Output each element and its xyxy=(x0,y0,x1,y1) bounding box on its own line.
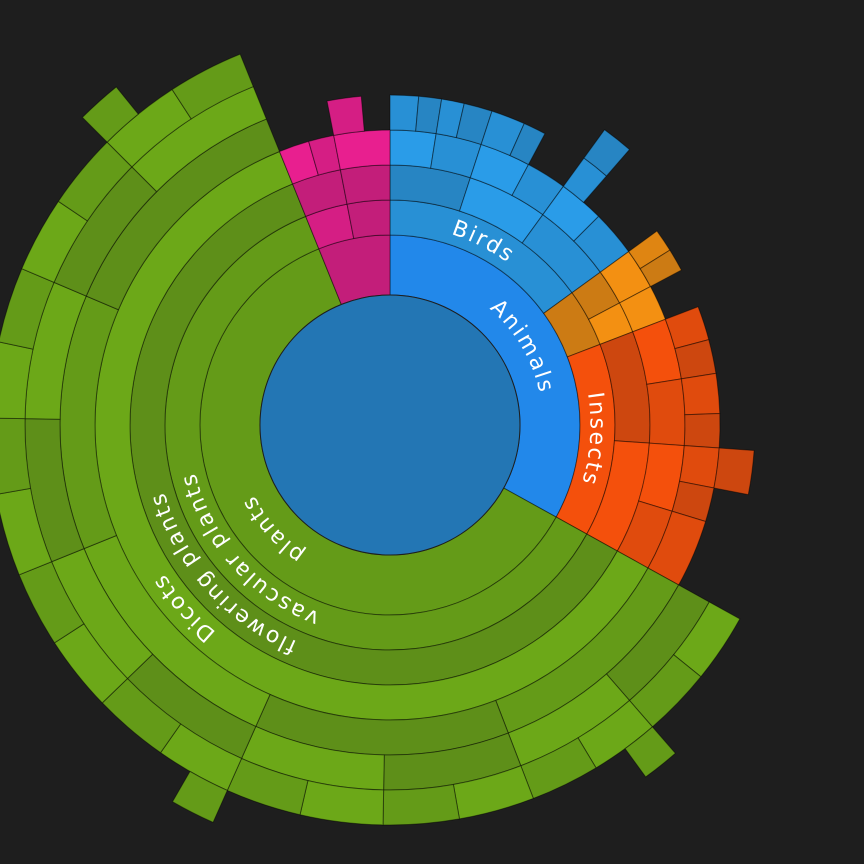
sunburst-segment xyxy=(509,122,546,166)
sunburst-segment xyxy=(164,215,588,651)
sunburst-segment xyxy=(713,447,755,496)
center-circle xyxy=(259,294,521,556)
sunburst-segment xyxy=(255,693,509,756)
sunburst-segment xyxy=(305,203,355,250)
sunburst-segment xyxy=(521,213,602,294)
sunburst-segment xyxy=(81,86,139,143)
sunburst-segment xyxy=(632,318,682,385)
sunburst-segment xyxy=(628,653,702,728)
sunburst-segment xyxy=(389,94,420,132)
sunburst-segment xyxy=(346,199,391,240)
sunburst-segment xyxy=(455,102,493,146)
sunburst-segment xyxy=(646,378,686,447)
sunburst-segment xyxy=(21,200,89,284)
sunburst-segment xyxy=(583,129,631,177)
sunburst-segment xyxy=(299,780,385,826)
sunburst-segment xyxy=(562,157,608,204)
sunburst-segment xyxy=(587,302,634,346)
sunburst-segment xyxy=(624,726,677,778)
sunburst-segment xyxy=(339,164,391,205)
sunburst-segment xyxy=(326,95,365,137)
sunburst-segment xyxy=(664,306,710,350)
sunburst-segment xyxy=(430,133,482,179)
sunburst-segment xyxy=(171,770,228,824)
sunburst-segment xyxy=(627,230,671,270)
sunburst-segment xyxy=(389,129,437,169)
sunburst-segment xyxy=(389,199,573,315)
sunburst-segment xyxy=(171,53,254,120)
sunburst-segment xyxy=(0,487,53,576)
sunburst-segment xyxy=(382,783,461,826)
sunburst-segment xyxy=(616,500,673,569)
sunburst-segment xyxy=(389,164,471,212)
sunburst-segment xyxy=(24,418,85,563)
sunburst-segment xyxy=(452,765,534,820)
sunburst-segment xyxy=(605,584,710,702)
sunburst-segment xyxy=(480,110,525,157)
sunburst-segment xyxy=(126,653,257,760)
sunburst-segment xyxy=(680,372,721,416)
sunburst-segment xyxy=(573,215,630,273)
sunburst-segment xyxy=(469,143,530,197)
sunburst-segment xyxy=(571,271,621,321)
sunburst-segment xyxy=(85,118,281,311)
sunburst-segment xyxy=(383,732,522,791)
sunburst-segment xyxy=(586,440,650,552)
sunburst-segment xyxy=(435,98,465,139)
sunburst-segment xyxy=(639,249,683,288)
sunburst-segment xyxy=(599,250,652,304)
sunburst-segment xyxy=(577,699,654,769)
sunburst-segment xyxy=(159,723,243,792)
sunburst-segment xyxy=(683,412,721,449)
sunburst-segment xyxy=(333,129,391,171)
sunburst-segment xyxy=(0,417,32,495)
sunburst-segment xyxy=(94,150,649,721)
sunburst-segment xyxy=(131,85,268,193)
sunburst-segment xyxy=(59,295,120,550)
sunburst-segment xyxy=(678,445,720,489)
sunburst-segment xyxy=(618,285,667,333)
sunburst-segment xyxy=(129,183,619,686)
sunburst-segment xyxy=(543,292,601,358)
sunburst-segment xyxy=(278,140,319,185)
sunburst-segment xyxy=(415,95,443,135)
arcs xyxy=(0,53,755,826)
